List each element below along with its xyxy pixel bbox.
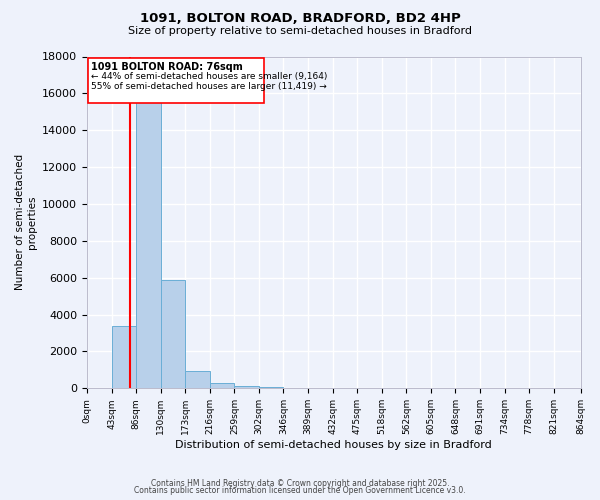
Text: 55% of semi-detached houses are larger (11,419) →: 55% of semi-detached houses are larger (… — [91, 82, 327, 92]
Text: 1091 BOLTON ROAD: 76sqm: 1091 BOLTON ROAD: 76sqm — [91, 62, 243, 72]
Text: Size of property relative to semi-detached houses in Bradford: Size of property relative to semi-detach… — [128, 26, 472, 36]
Text: Contains HM Land Registry data © Crown copyright and database right 2025.: Contains HM Land Registry data © Crown c… — [151, 478, 449, 488]
Bar — [210, 384, 235, 388]
Bar — [161, 280, 185, 388]
Bar — [235, 386, 259, 388]
Bar — [136, 84, 161, 388]
Text: 1091, BOLTON ROAD, BRADFORD, BD2 4HP: 1091, BOLTON ROAD, BRADFORD, BD2 4HP — [140, 12, 460, 26]
Text: ← 44% of semi-detached houses are smaller (9,164): ← 44% of semi-detached houses are smalle… — [91, 72, 328, 81]
Y-axis label: Number of semi-detached
properties: Number of semi-detached properties — [15, 154, 37, 290]
Bar — [185, 371, 210, 388]
Text: Contains public sector information licensed under the Open Government Licence v3: Contains public sector information licen… — [134, 486, 466, 495]
Bar — [259, 387, 283, 388]
Bar — [112, 326, 136, 388]
X-axis label: Distribution of semi-detached houses by size in Bradford: Distribution of semi-detached houses by … — [175, 440, 492, 450]
FancyBboxPatch shape — [88, 58, 264, 102]
